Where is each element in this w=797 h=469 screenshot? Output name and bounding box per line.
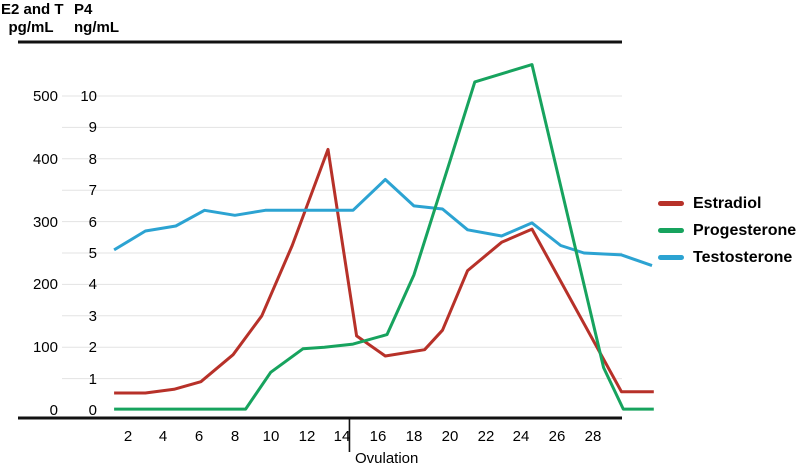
p4-axis-tick: 9 <box>88 119 97 136</box>
day-axis-tick: 26 <box>548 428 566 445</box>
axis-title-e2-t-line2: pg/mL <box>8 19 54 36</box>
p4-axis-tick: 5 <box>88 245 97 262</box>
axis-title-e2-t-line1: E2 and T <box>1 1 64 18</box>
p4-axis-tick: 7 <box>88 182 97 199</box>
axis-title-p4: P4 ng/mL <box>74 1 119 37</box>
e2-t-axis-tick: 100 <box>32 339 58 356</box>
day-axis-tick: 28 <box>584 428 602 445</box>
day-axis-tick: 14 <box>333 428 351 445</box>
p4-axis-tick: 3 <box>88 308 97 325</box>
legend: Estradiol Progesterone Testosterone <box>658 190 796 271</box>
e2-t-axis-tick: 500 <box>32 88 58 105</box>
day-axis-tick: 6 <box>194 428 204 445</box>
axis-title-p4-line2: ng/mL <box>74 19 119 36</box>
p4-axis-tick: 10 <box>80 88 97 105</box>
day-axis-tick: 18 <box>405 428 423 445</box>
day-axis-tick: 4 <box>158 428 168 445</box>
day-axis-tick: 22 <box>477 428 495 445</box>
day-axis-tick: 2 <box>123 428 133 445</box>
day-axis-tick: 24 <box>512 428 530 445</box>
axis-title-e2-t: E2 and T pg/mL <box>1 1 64 37</box>
day-axis-tick: 12 <box>298 428 316 445</box>
testosterone-line-swatch-icon <box>658 255 684 260</box>
e2-t-axis-tick: 400 <box>32 151 58 168</box>
p4-axis-tick: 4 <box>88 276 97 293</box>
legend-label-estradiol: Estradiol <box>693 194 762 212</box>
legend-item-estradiol: Estradiol <box>658 190 796 217</box>
p4-axis-tick: 1 <box>88 371 97 388</box>
day-axis-tick: 16 <box>369 428 387 445</box>
p4-axis-tick: 2 <box>88 339 97 356</box>
p4-axis-tick: 0 <box>88 402 97 419</box>
e2-t-axis-tick: 200 <box>32 276 58 293</box>
axis-title-p4-line1: P4 <box>74 1 93 18</box>
estradiol-line <box>114 147 654 395</box>
progesterone-line <box>114 63 654 411</box>
legend-item-progesterone: Progesterone <box>658 217 796 244</box>
legend-label-progesterone: Progesterone <box>693 221 797 239</box>
p4-axis-tick: 6 <box>88 214 97 231</box>
e2-t-axis-tick: 300 <box>32 214 58 231</box>
testosterone-line <box>113 178 653 268</box>
legend-item-testosterone: Testosterone <box>658 244 796 271</box>
day-axis-tick: 10 <box>262 428 280 445</box>
progesterone-line-swatch-icon <box>658 228 684 233</box>
day-axis-tick: 8 <box>230 428 240 445</box>
legend-label-testosterone: Testosterone <box>693 248 793 266</box>
estradiol-line-swatch-icon <box>658 201 684 206</box>
ovulation-label: Ovulation <box>355 450 419 467</box>
p4-axis-tick: 8 <box>88 151 97 168</box>
day-axis-tick: 20 <box>441 428 459 445</box>
e2-t-axis-tick: 0 <box>49 402 58 419</box>
